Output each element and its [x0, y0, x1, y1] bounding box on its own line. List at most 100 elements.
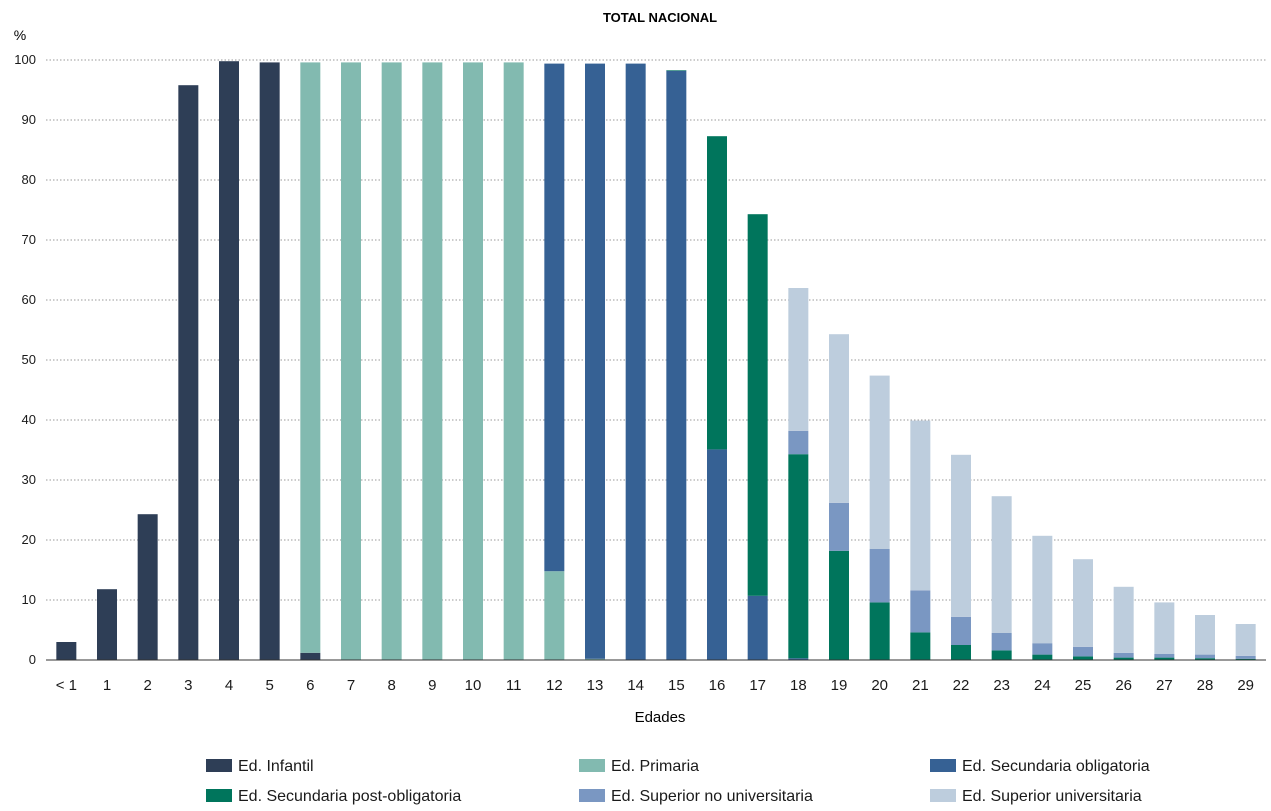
bar-segment-6: [869, 375, 890, 549]
legend-label: Ed. Superior universitaria: [962, 788, 1142, 805]
x-tick-label: 13: [587, 677, 604, 694]
x-tick-label: 29: [1237, 677, 1254, 694]
x-tick-label: 28: [1197, 677, 1214, 694]
x-tick-label: 16: [709, 677, 726, 694]
x-tick-label: 2: [143, 677, 151, 694]
bar-segment-6: [951, 454, 971, 617]
bar-segment-1: [178, 85, 199, 660]
x-tick-label: 14: [627, 677, 644, 694]
bar-segment-5: [869, 549, 890, 603]
y-tick-label: 30: [22, 472, 36, 487]
x-tick-label: 11: [506, 677, 522, 694]
y-tick-label: 50: [22, 352, 36, 367]
bar-segment-6: [788, 288, 809, 431]
bar-segment-6: [1073, 559, 1093, 647]
bar-segment-2: [422, 62, 443, 660]
bar-segment-4: [951, 645, 971, 660]
legend-label: Ed. Infantil: [238, 758, 314, 775]
bar-segment-6: [1195, 615, 1215, 655]
bar-layer: [56, 61, 1256, 661]
x-tick-label: 5: [265, 677, 273, 694]
bar-segment-2: [585, 658, 605, 660]
legend-swatch: [579, 789, 605, 802]
bar-segment-5: [1195, 654, 1215, 659]
bar-segment-4: [1235, 658, 1256, 660]
x-tick-label: 25: [1075, 677, 1092, 694]
y-tick-label: 90: [22, 112, 36, 127]
bar-segment-5: [1073, 646, 1093, 657]
bar-segment-4: [707, 136, 727, 450]
bar-segment-6: [829, 334, 849, 503]
x-tick-label: 3: [184, 677, 192, 694]
bar-segment-5: [991, 633, 1012, 651]
x-tick-label: 1: [103, 677, 111, 694]
legend-label: Ed. Primaria: [611, 758, 699, 775]
x-tick-label: 12: [546, 677, 563, 694]
x-tick-label: 22: [953, 677, 970, 694]
x-tick-label: 20: [871, 677, 888, 694]
bar-segment-4: [829, 550, 849, 660]
bar-segment-5: [1235, 655, 1256, 659]
x-tick-label: 7: [347, 677, 355, 694]
bar-segment-3: [544, 63, 565, 572]
bar-segment-2: [381, 62, 402, 660]
bar-segment-4: [1113, 657, 1134, 660]
bar-segment-1: [137, 514, 158, 660]
bar-segment-1: [300, 652, 321, 660]
bar-segment-6: [1154, 602, 1175, 654]
legend: Ed. Infantil Ed. Primaria Ed. Secundaria o…: [206, 758, 1150, 805]
legend-label: Ed. Secundaria obligatoria: [962, 758, 1150, 775]
bar-segment-6: [910, 420, 931, 591]
legend-label: Ed. Superior no universitaria: [611, 788, 813, 805]
bar-segment-5: [910, 590, 931, 633]
y-axis-label: %: [14, 27, 26, 43]
legend-label: Ed. Secundaria post-obligatoria: [238, 788, 461, 805]
x-tick-label: 17: [749, 677, 766, 694]
y-tick-label: 10: [22, 592, 36, 607]
x-tick-label: 9: [428, 677, 436, 694]
chart-title: TOTAL NACIONAL: [603, 10, 717, 25]
bar-segment-3: [666, 70, 687, 661]
bar-segment-1: [259, 62, 280, 660]
legend-swatch: [206, 759, 232, 772]
bar-segment-3: [747, 595, 768, 660]
bar-segment-4: [788, 454, 809, 659]
legend-swatch: [930, 759, 956, 772]
bar-segment-5: [829, 502, 849, 551]
bar-segment-6: [1113, 586, 1134, 653]
y-tick-label: 80: [22, 172, 36, 187]
y-tick-label: 100: [14, 52, 36, 67]
bar-segment-4: [869, 602, 890, 660]
bar-segment-4: [1154, 657, 1175, 660]
bar-segment-4: [1073, 656, 1093, 660]
y-tick-label: 60: [22, 292, 36, 307]
legend-swatch: [930, 789, 956, 802]
x-tick-label: 27: [1156, 677, 1173, 694]
bar-segment-4: [1032, 654, 1053, 660]
bar-segment-4: [910, 632, 931, 660]
bar-segment-3: [625, 63, 646, 661]
bar-segment-4: [1195, 658, 1215, 660]
bar-segment-2: [463, 62, 483, 660]
y-tick-label: 40: [22, 412, 36, 427]
x-axis-label: Edades: [635, 709, 686, 726]
bar-segment-4: [991, 650, 1012, 660]
bar-segment-6: [1235, 624, 1256, 656]
y-tick-label: 0: [29, 652, 36, 667]
y-tick-label: 20: [22, 532, 36, 547]
x-tick-label: 23: [993, 677, 1010, 694]
legend-swatch: [579, 759, 605, 772]
legend-swatch: [206, 789, 232, 802]
bar-segment-4: [747, 214, 768, 596]
x-tick-label: 10: [465, 677, 482, 694]
grid-layer: [46, 59, 1266, 601]
x-tick-label: 4: [225, 677, 233, 694]
bar-segment-5: [1154, 654, 1175, 658]
bar-segment-5: [1032, 643, 1053, 655]
bar-segment-2: [300, 62, 321, 653]
bar-segment-2: [341, 62, 361, 660]
y-tick-labels: 0 10 20 30 40 50 60 70 80 90 100: [14, 52, 36, 667]
bar-segment-3: [707, 449, 727, 660]
